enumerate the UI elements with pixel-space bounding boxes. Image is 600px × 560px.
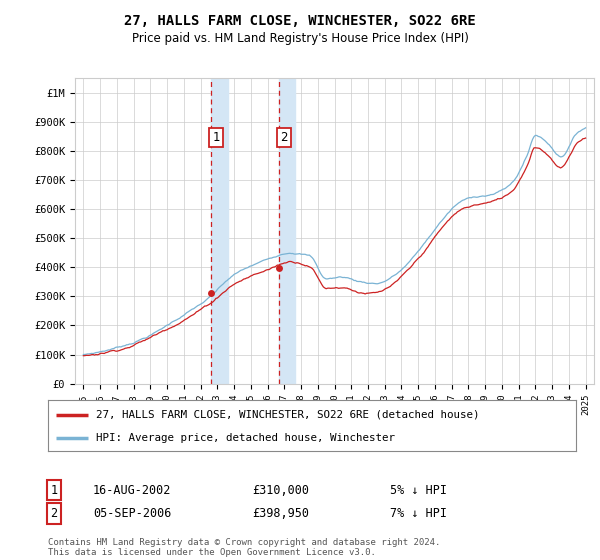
Text: £398,950: £398,950 bbox=[252, 507, 309, 520]
Text: 27, HALLS FARM CLOSE, WINCHESTER, SO22 6RE: 27, HALLS FARM CLOSE, WINCHESTER, SO22 6… bbox=[124, 14, 476, 28]
Bar bbox=[211, 78, 227, 384]
Text: 16-AUG-2002: 16-AUG-2002 bbox=[93, 483, 172, 497]
Text: 2: 2 bbox=[280, 130, 287, 144]
Text: Price paid vs. HM Land Registry's House Price Index (HPI): Price paid vs. HM Land Registry's House … bbox=[131, 32, 469, 45]
Text: 1: 1 bbox=[50, 483, 58, 497]
Text: 05-SEP-2006: 05-SEP-2006 bbox=[93, 507, 172, 520]
Text: 1: 1 bbox=[212, 130, 220, 144]
Text: 2: 2 bbox=[50, 507, 58, 520]
Text: Contains HM Land Registry data © Crown copyright and database right 2024.
This d: Contains HM Land Registry data © Crown c… bbox=[48, 538, 440, 557]
Text: £310,000: £310,000 bbox=[252, 483, 309, 497]
Text: 27, HALLS FARM CLOSE, WINCHESTER, SO22 6RE (detached house): 27, HALLS FARM CLOSE, WINCHESTER, SO22 6… bbox=[95, 409, 479, 419]
Text: HPI: Average price, detached house, Winchester: HPI: Average price, detached house, Winc… bbox=[95, 433, 395, 443]
Text: 5% ↓ HPI: 5% ↓ HPI bbox=[390, 483, 447, 497]
Bar bbox=[279, 78, 295, 384]
Text: 7% ↓ HPI: 7% ↓ HPI bbox=[390, 507, 447, 520]
